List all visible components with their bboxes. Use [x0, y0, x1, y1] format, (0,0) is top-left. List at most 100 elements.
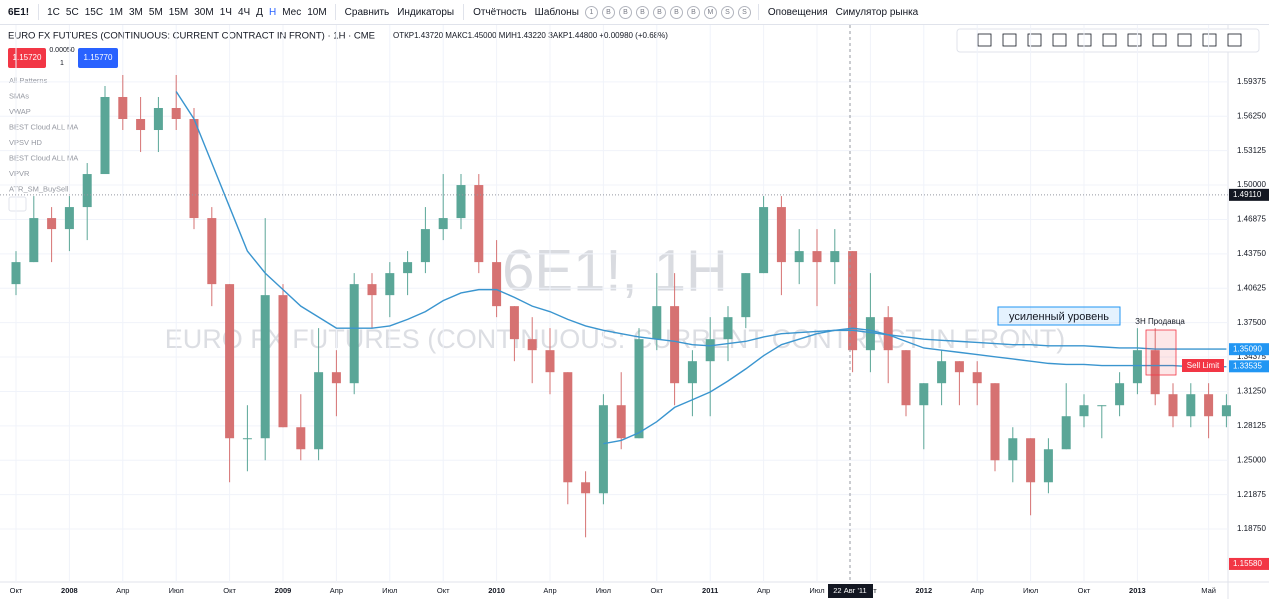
candle-body: [1008, 438, 1018, 461]
y-tick-label: 1.37500: [1237, 318, 1266, 327]
symbol[interactable]: 6E1!: [8, 6, 30, 18]
drawing-tool[interactable]: [1152, 33, 1167, 47]
candle-body: [492, 262, 502, 307]
badge[interactable]: B: [686, 5, 700, 19]
interval-button[interactable]: 5С: [65, 6, 79, 18]
sell-price: 1.15720: [13, 53, 42, 62]
candle-body: [456, 185, 466, 219]
drawing-tool[interactable]: [977, 33, 992, 47]
candle-body: [1079, 405, 1089, 417]
x-tick-label: Июл: [596, 586, 611, 595]
y-tick-label: 1.53125: [1237, 146, 1266, 155]
interval-button[interactable]: 1С: [47, 6, 60, 18]
candle-body: [776, 207, 786, 263]
candle-body: [385, 273, 395, 296]
drawing-tool[interactable]: [1002, 33, 1017, 47]
replay-button[interactable]: Симулятор рынка: [835, 6, 919, 18]
candle-body: [830, 251, 840, 263]
quantity: 1: [60, 60, 64, 67]
candle-body: [527, 339, 537, 351]
badge[interactable]: S: [720, 5, 734, 19]
drawing-tool[interactable]: [1027, 33, 1042, 47]
drawing-tool[interactable]: [1052, 33, 1067, 47]
y-tick-label: 1.43750: [1237, 249, 1266, 258]
candle-body: [1043, 449, 1053, 483]
compare-button[interactable]: Сравнить: [344, 6, 390, 18]
candle-body: [367, 284, 377, 296]
badge[interactable]: B: [669, 5, 683, 19]
candle-body: [954, 361, 964, 373]
interval-button[interactable]: 5М: [148, 6, 163, 18]
x-tick-label: Апр: [116, 586, 129, 595]
candle-body: [349, 284, 359, 384]
candle-body: [937, 361, 947, 384]
candle-body: [1204, 394, 1214, 417]
badge[interactable]: B: [618, 5, 632, 19]
order-box: [1182, 359, 1224, 372]
candle-body: [242, 438, 252, 440]
candle-body: [598, 405, 608, 494]
y-tick-label: 1.46875: [1237, 215, 1266, 224]
buy-button[interactable]: [78, 48, 118, 68]
x-tick-label: 2011: [702, 586, 718, 595]
drawing-tool[interactable]: [1102, 33, 1117, 47]
candle-body: [153, 107, 163, 131]
indicators-button[interactable]: Индикаторы: [397, 6, 455, 18]
candle-body: [723, 317, 733, 340]
interval-button[interactable]: 15С: [84, 6, 104, 18]
interval-button[interactable]: Д: [256, 6, 263, 18]
indicator-name: VPSV HD: [9, 138, 43, 147]
x-tick-label: Май: [1201, 586, 1216, 595]
x-tick-label: 2013: [1129, 586, 1146, 595]
interval-button[interactable]: 1Ч: [219, 6, 232, 18]
price-label: 1.35090: [1233, 344, 1262, 353]
x-tick-label: Апр: [757, 586, 770, 595]
badge[interactable]: S: [737, 5, 751, 19]
collapse-button[interactable]: [8, 196, 27, 212]
interval-button[interactable]: 3М: [128, 6, 143, 18]
indicator-name: VPVR: [9, 169, 30, 178]
watermark-symbol: 6E1!, 1H: [502, 238, 728, 303]
badge[interactable]: 1: [584, 5, 598, 19]
interval-button[interactable]: Н: [268, 6, 277, 18]
separator: [334, 4, 336, 20]
badge[interactable]: M: [703, 5, 717, 19]
candle-body: [29, 218, 39, 263]
interval-button[interactable]: 10М: [307, 6, 327, 18]
interval-button[interactable]: 1М: [109, 6, 123, 18]
badge[interactable]: B: [635, 5, 649, 19]
alerts-button[interactable]: Оповещения: [767, 6, 828, 18]
plot-bg: [0, 25, 1228, 582]
separator: [463, 4, 465, 20]
candle-body: [794, 251, 804, 263]
badge[interactable]: B: [601, 5, 615, 19]
price-label-bg: [1229, 360, 1269, 373]
reports-button[interactable]: Отчётность: [473, 6, 527, 18]
candle-body: [1150, 350, 1160, 395]
candle-body: [278, 295, 288, 428]
interval-button[interactable]: 30М: [194, 6, 214, 18]
indicator-name: BEST Cloud ALL MA: [9, 153, 78, 162]
moving-average-line: [175, 91, 1227, 350]
interval-button[interactable]: 4Ч: [237, 6, 251, 18]
indicator-name: All Patterns: [9, 76, 48, 85]
sell-button[interactable]: [8, 48, 46, 68]
x-tick-label: Июл: [382, 586, 397, 595]
interval-button[interactable]: 15М: [168, 6, 189, 18]
candle-body: [314, 372, 324, 450]
price-label-bg: [1229, 557, 1269, 570]
x-tick-label: Апр: [971, 586, 984, 595]
interval-button[interactable]: Мес: [282, 6, 302, 18]
badge[interactable]: B: [652, 5, 666, 19]
drawing-tool[interactable]: [1177, 33, 1192, 47]
watermark-description: EURO FX FUTURES (CONTINUOUS: CURRENT CON…: [165, 324, 1066, 354]
x-tick-label: 2010: [488, 586, 505, 595]
templates-button[interactable]: Шаблоны: [534, 6, 579, 18]
drawing-tool[interactable]: [1227, 33, 1242, 47]
candle-body: [171, 107, 181, 120]
indicator-name: VWAP: [9, 107, 31, 116]
drawing-tool[interactable]: [1127, 33, 1142, 47]
x-tick-label: 2012: [915, 586, 932, 595]
y-tick-label: 1.40625: [1237, 283, 1266, 292]
drawing-tool[interactable]: [1202, 33, 1217, 47]
